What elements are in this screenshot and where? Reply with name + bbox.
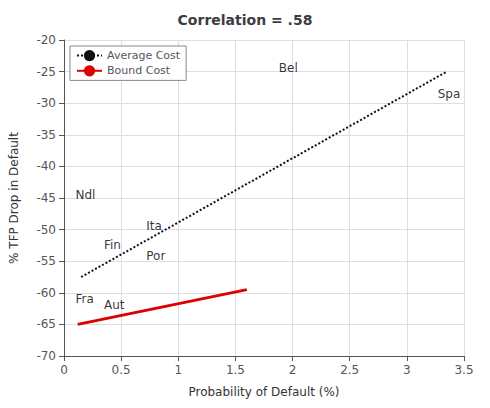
svg-text:Aut: Aut <box>104 298 125 312</box>
svg-text:0: 0 <box>60 363 68 377</box>
svg-text:-30: -30 <box>36 96 56 110</box>
svg-text:1.5: 1.5 <box>226 363 245 377</box>
svg-text:-50: -50 <box>36 223 56 237</box>
svg-text:0.5: 0.5 <box>112 363 131 377</box>
svg-text:Ita: Ita <box>146 219 162 233</box>
svg-text:1: 1 <box>174 363 182 377</box>
svg-text:Ndl: Ndl <box>75 188 95 202</box>
svg-text:Average Cost: Average Cost <box>107 49 181 62</box>
svg-text:3.5: 3.5 <box>454 363 473 377</box>
svg-text:-20: -20 <box>36 33 56 47</box>
svg-text:Bel: Bel <box>279 61 298 75</box>
svg-text:2.5: 2.5 <box>340 363 359 377</box>
svg-text:Correlation = .58: Correlation = .58 <box>178 12 313 28</box>
svg-text:-60: -60 <box>36 286 56 300</box>
svg-text:-65: -65 <box>36 317 56 331</box>
svg-text:Probability of Default (%): Probability of Default (%) <box>188 385 339 399</box>
svg-text:-70: -70 <box>36 349 56 363</box>
svg-text:Bound Cost: Bound Cost <box>107 64 171 77</box>
svg-text:-35: -35 <box>36 128 56 142</box>
svg-text:-40: -40 <box>36 159 56 173</box>
svg-text:Spa: Spa <box>438 87 461 101</box>
svg-text:-55: -55 <box>36 254 56 268</box>
svg-text:2: 2 <box>289 363 297 377</box>
svg-text:Fra: Fra <box>75 292 93 306</box>
svg-text:% TFP Drop in Default: % TFP Drop in Default <box>7 132 21 264</box>
svg-text:-45: -45 <box>36 191 56 205</box>
svg-text:Fin: Fin <box>104 238 121 252</box>
svg-text:3: 3 <box>403 363 411 377</box>
svg-text:Por: Por <box>146 249 165 263</box>
svg-text:-25: -25 <box>36 65 56 79</box>
